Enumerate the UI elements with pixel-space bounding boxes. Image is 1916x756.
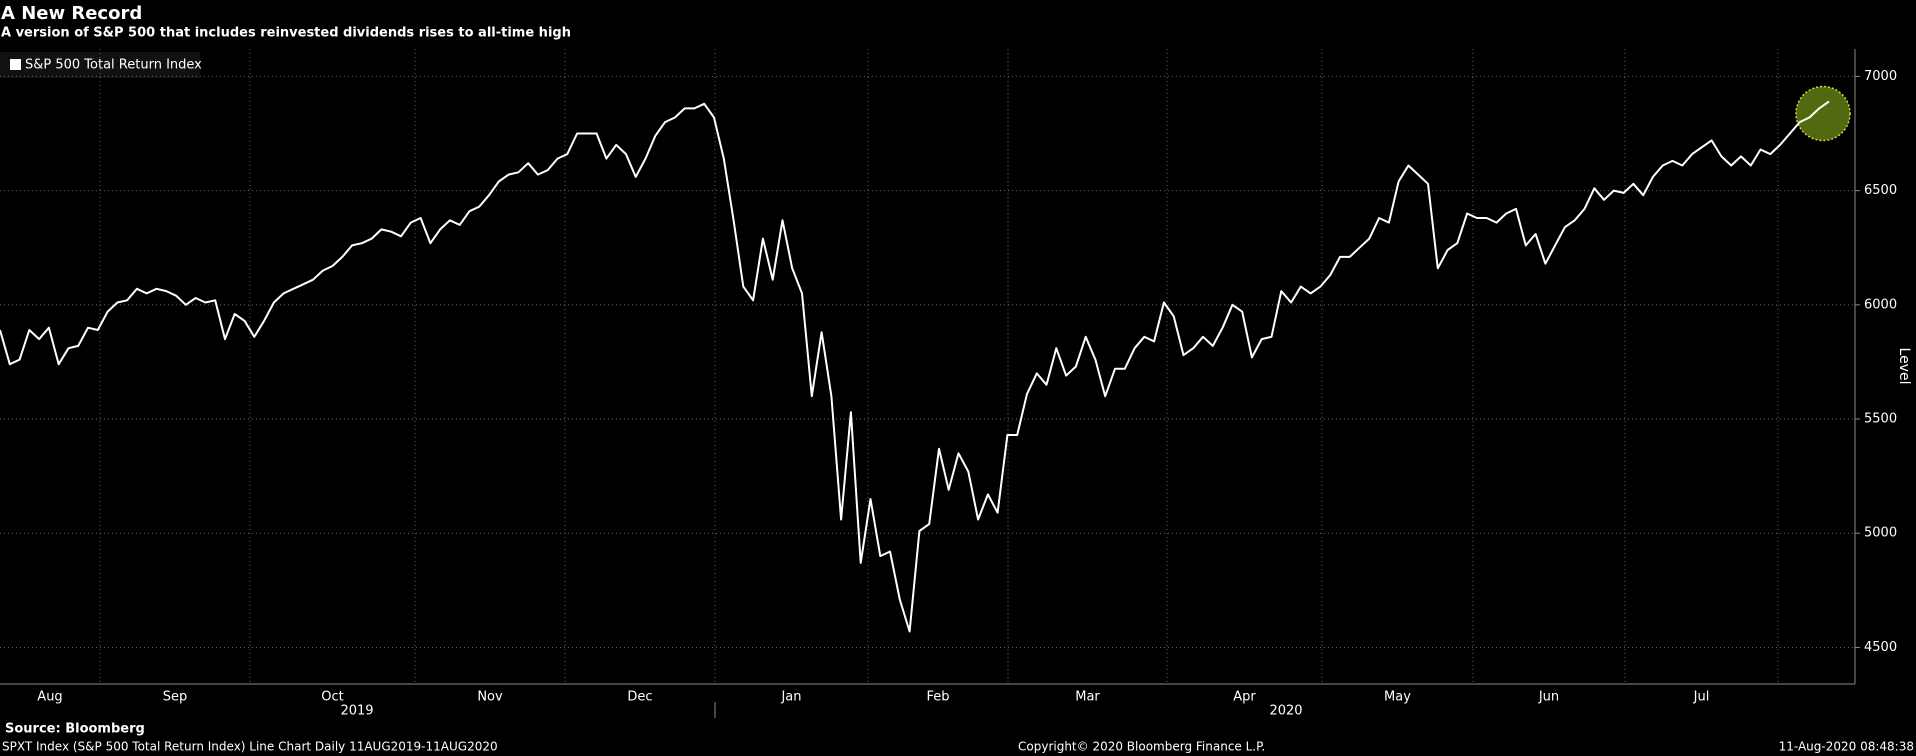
y-tick-label: 4500 [1864,640,1897,655]
x-tick-label: Jul [1693,690,1710,705]
chart-subtitle: A version of S&P 500 that includes reinv… [1,26,571,41]
footer-timestamp: 11-Aug-2020 08:48:38 [1779,740,1914,754]
y-tick-label: 5000 [1864,526,1897,541]
x-tick-label: Nov [477,690,503,705]
footer-source: Source: Bloomberg [5,722,145,737]
legend-swatch [10,59,21,70]
legend-label: S&P 500 Total Return Index [25,58,202,73]
footer-copyright: Copyright© 2020 Bloomberg Finance L.P. [1018,740,1265,754]
y-tick-label: 6000 [1864,297,1897,312]
line-series [0,100,1830,633]
x-tick-label: Oct [321,690,343,705]
year-label: 2020 [1269,704,1302,719]
x-tick-label: Dec [627,690,652,705]
x-tick-label: Aug [37,690,62,705]
x-tick-label: Sep [163,690,188,705]
y-axis-label: Level [1896,348,1912,385]
chart-title: A New Record [1,3,142,24]
footer-description: SPXT Index (S&P 500 Total Return Index) … [2,740,498,754]
y-tick-label: 5500 [1864,412,1897,427]
y-tick-label: 7000 [1864,69,1897,84]
year-label: 2019 [340,704,373,719]
x-tick-label: Jun [1538,690,1559,705]
x-tick-label: Apr [1233,690,1256,705]
y-tick-label: 6500 [1864,183,1897,198]
highlight-circle [1795,85,1851,142]
x-tick-label: Feb [926,690,949,705]
x-tick-label: Jan [780,690,801,705]
x-tick-label: Mar [1075,690,1100,705]
x-tick-label: May [1384,690,1411,705]
